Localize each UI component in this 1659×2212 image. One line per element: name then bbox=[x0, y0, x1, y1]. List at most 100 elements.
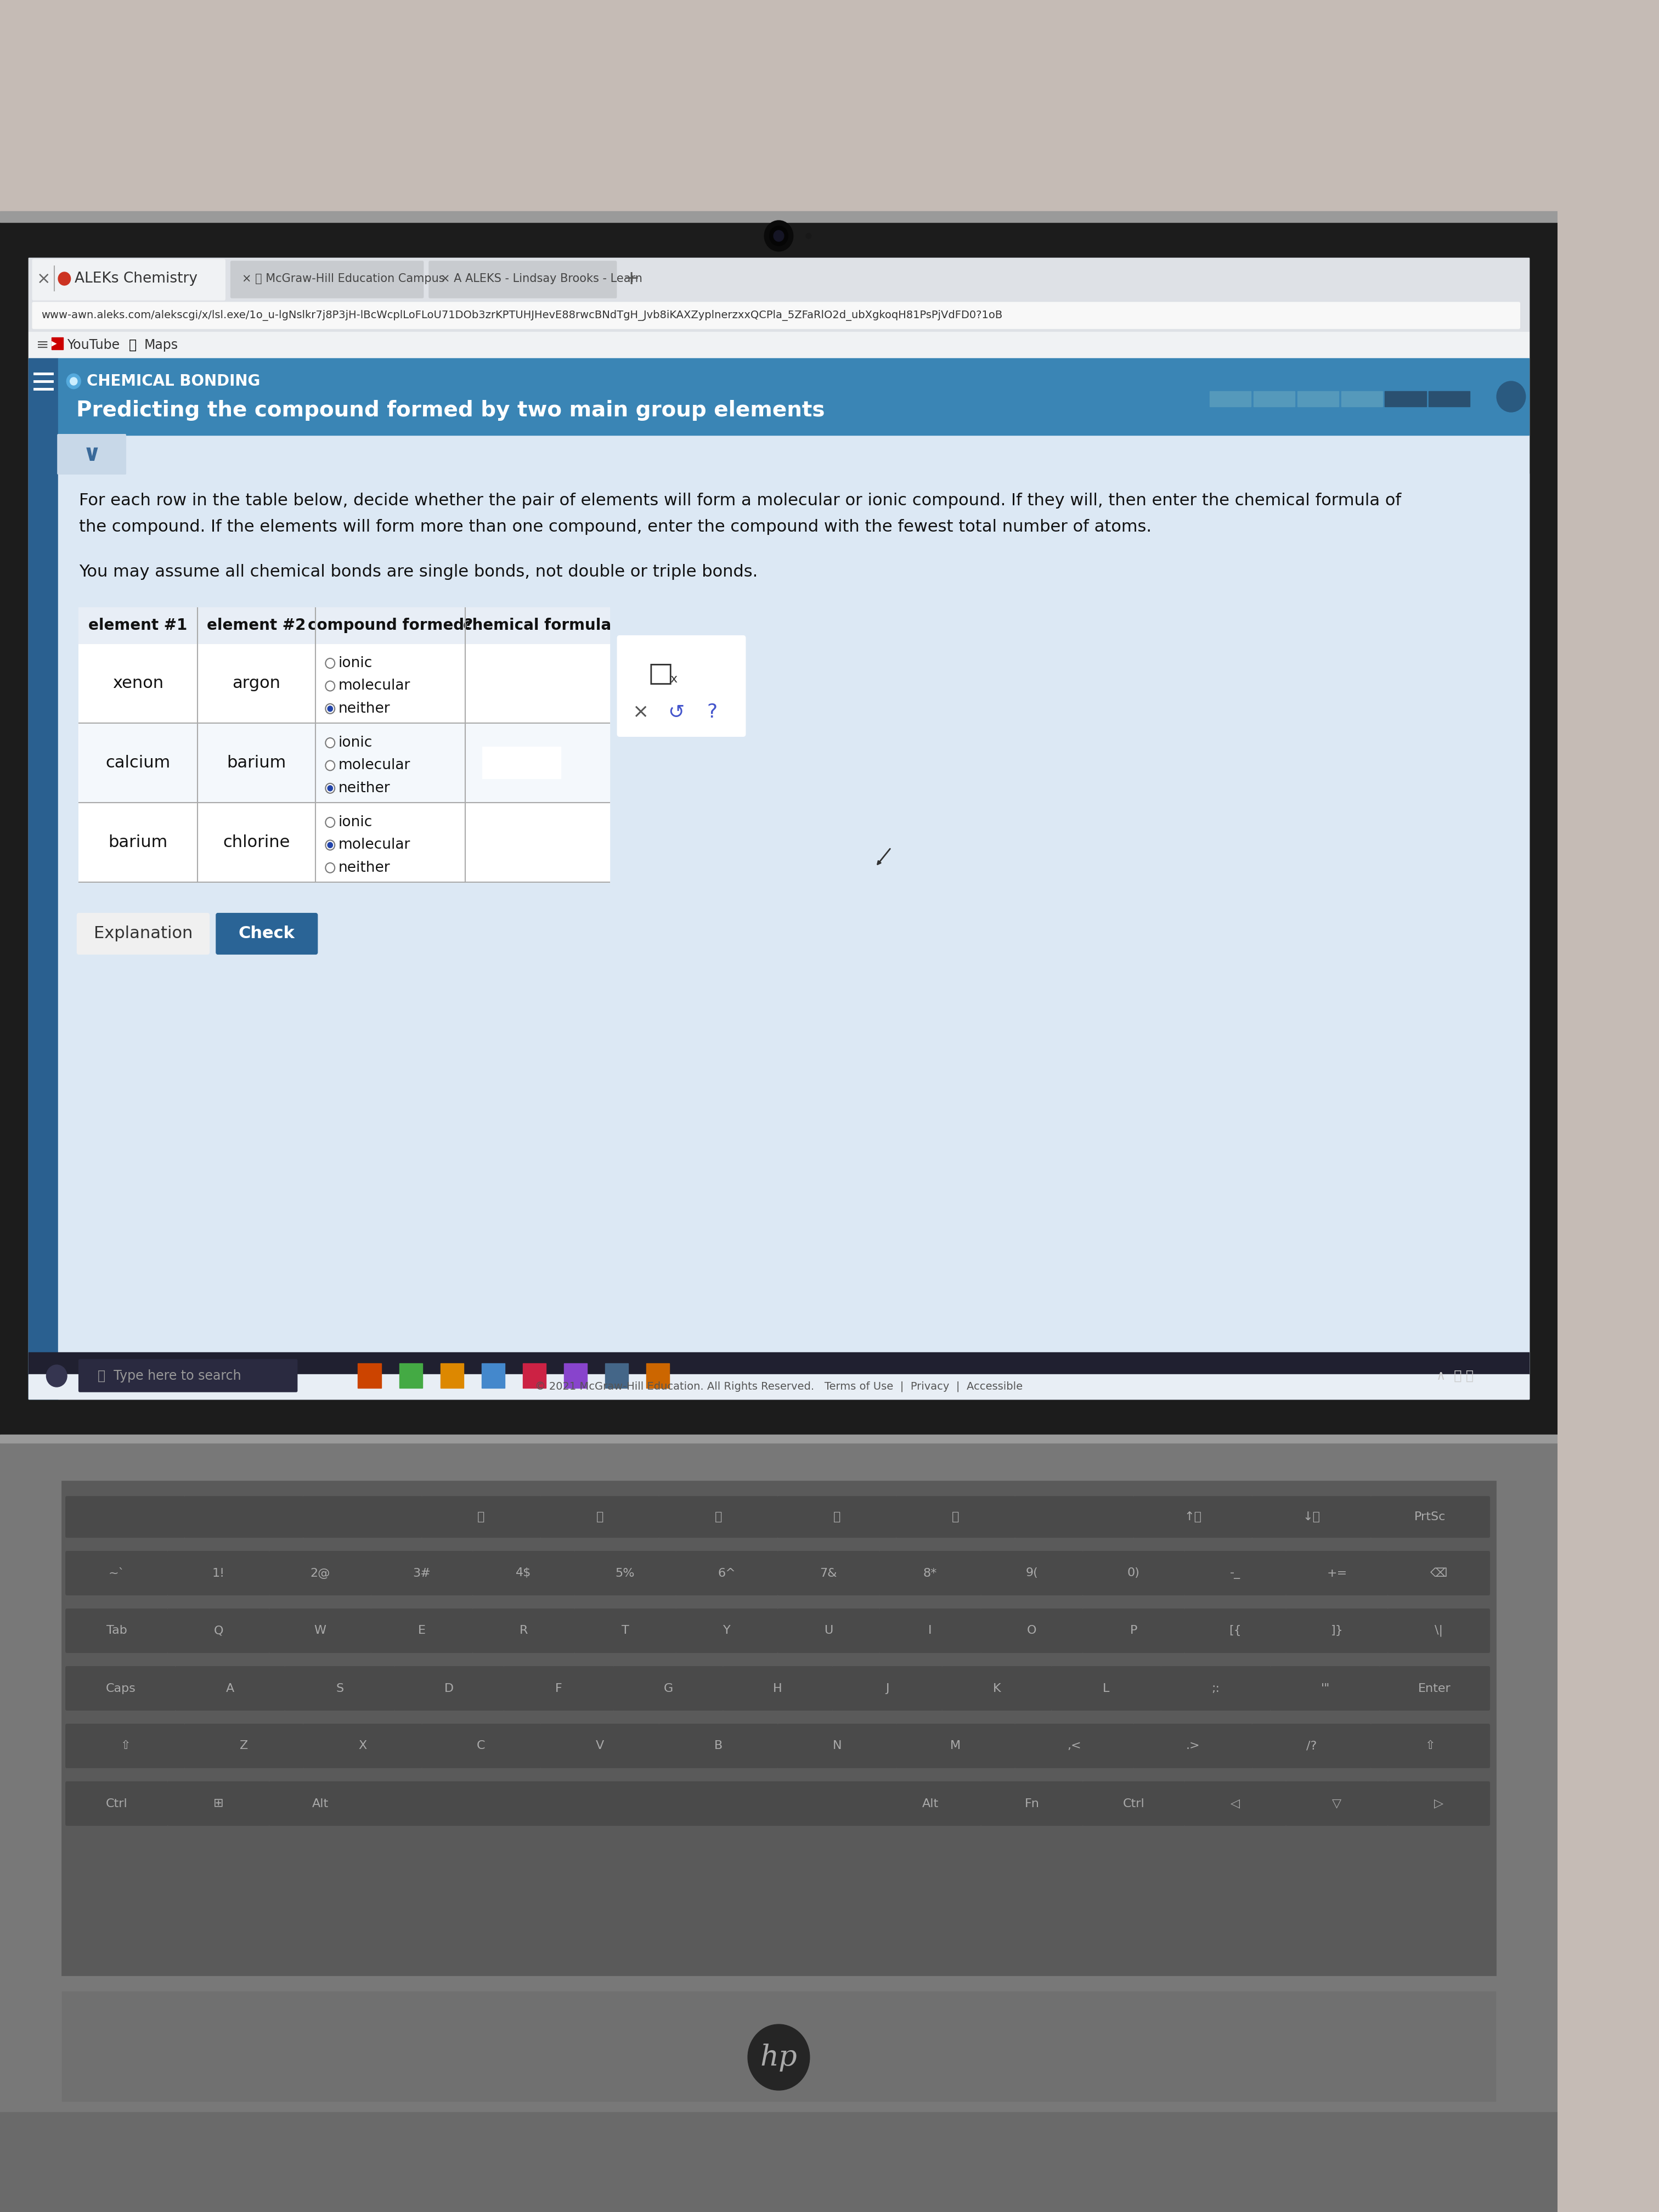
Bar bbox=[51, 338, 63, 349]
Bar bbox=[1385, 392, 1427, 407]
Bar bbox=[1254, 392, 1294, 407]
Bar bbox=[58, 473, 1530, 1398]
Text: xenon: xenon bbox=[113, 675, 164, 690]
FancyBboxPatch shape bbox=[980, 1608, 1083, 1652]
FancyBboxPatch shape bbox=[1370, 1498, 1490, 1537]
FancyBboxPatch shape bbox=[1185, 1783, 1286, 1825]
Circle shape bbox=[325, 783, 335, 794]
Bar bbox=[28, 259, 1530, 299]
Text: ↺: ↺ bbox=[669, 703, 685, 721]
Text: ▽: ▽ bbox=[1332, 1798, 1342, 1809]
FancyBboxPatch shape bbox=[483, 668, 561, 699]
FancyBboxPatch shape bbox=[33, 259, 226, 301]
Text: J: J bbox=[886, 1683, 889, 1694]
FancyBboxPatch shape bbox=[430, 261, 617, 299]
Text: 🔇: 🔇 bbox=[715, 1511, 722, 1522]
FancyBboxPatch shape bbox=[78, 1360, 297, 1391]
Text: ⇧: ⇧ bbox=[119, 1741, 131, 1752]
FancyBboxPatch shape bbox=[778, 1498, 896, 1537]
Text: +=: += bbox=[1327, 1568, 1347, 1579]
FancyBboxPatch shape bbox=[1286, 1783, 1389, 1825]
Text: 0): 0) bbox=[1128, 1568, 1140, 1579]
FancyBboxPatch shape bbox=[168, 1783, 269, 1825]
Text: Explanation: Explanation bbox=[93, 927, 192, 942]
FancyBboxPatch shape bbox=[942, 1666, 1052, 1710]
Text: ionic: ionic bbox=[338, 657, 373, 670]
Circle shape bbox=[325, 739, 335, 748]
Text: Predicting the compound formed by two main group elements: Predicting the compound formed by two ma… bbox=[76, 400, 825, 420]
Text: ×: × bbox=[36, 270, 51, 288]
FancyBboxPatch shape bbox=[574, 1551, 675, 1595]
Bar bbox=[78, 608, 609, 883]
Bar bbox=[58, 358, 1530, 436]
Bar bbox=[400, 1363, 423, 1387]
Text: For each row in the table below, decide whether the pair of elements will form a: For each row in the table below, decide … bbox=[78, 493, 1400, 509]
FancyBboxPatch shape bbox=[675, 1551, 778, 1595]
FancyBboxPatch shape bbox=[896, 1725, 1015, 1767]
Text: O: O bbox=[1027, 1626, 1037, 1637]
Text: Check: Check bbox=[239, 927, 295, 942]
Text: element #1: element #1 bbox=[88, 617, 187, 633]
Bar bbox=[78, 723, 609, 803]
Text: M: M bbox=[951, 1741, 961, 1752]
Circle shape bbox=[66, 374, 80, 389]
FancyBboxPatch shape bbox=[614, 1666, 723, 1710]
FancyBboxPatch shape bbox=[1286, 1608, 1389, 1652]
FancyBboxPatch shape bbox=[372, 1551, 473, 1595]
Bar bbox=[1340, 392, 1382, 407]
Text: barium: barium bbox=[108, 834, 168, 849]
Text: Z: Z bbox=[239, 1741, 249, 1752]
Text: Maps: Maps bbox=[144, 338, 178, 352]
FancyBboxPatch shape bbox=[66, 1498, 184, 1537]
FancyBboxPatch shape bbox=[1370, 1725, 1490, 1767]
FancyBboxPatch shape bbox=[184, 1498, 304, 1537]
Text: 🔍  Type here to search: 🔍 Type here to search bbox=[98, 1369, 242, 1383]
FancyBboxPatch shape bbox=[1015, 1498, 1133, 1537]
Bar bbox=[78, 803, 609, 883]
Bar bbox=[358, 1363, 382, 1387]
Text: molecular: molecular bbox=[338, 679, 410, 692]
Bar bbox=[0, 1436, 1558, 1442]
Text: chemical formula: chemical formula bbox=[463, 617, 611, 633]
Bar bbox=[28, 1374, 1530, 1398]
Circle shape bbox=[773, 230, 783, 241]
Text: L: L bbox=[1103, 1683, 1110, 1694]
Text: P: P bbox=[1130, 1626, 1138, 1637]
Text: www-awn.aleks.com/alekscgi/x/lsl.exe/1o_u-lgNslkr7j8P3jH-lBcWcplLoFLoU71DOb3zrKP: www-awn.aleks.com/alekscgi/x/lsl.exe/1o_… bbox=[41, 310, 1002, 321]
Text: 🗺: 🗺 bbox=[129, 338, 136, 352]
Text: ~`: ~` bbox=[108, 1568, 124, 1579]
Text: ⏮: ⏮ bbox=[478, 1511, 484, 1522]
Text: ↑🔆: ↑🔆 bbox=[1185, 1511, 1201, 1522]
Text: [{: [{ bbox=[1229, 1626, 1241, 1637]
Text: D: D bbox=[445, 1683, 455, 1694]
Text: ⇧: ⇧ bbox=[1425, 1741, 1435, 1752]
FancyBboxPatch shape bbox=[304, 1498, 421, 1537]
FancyBboxPatch shape bbox=[66, 1608, 168, 1652]
Text: Ctrl: Ctrl bbox=[1123, 1798, 1145, 1809]
FancyBboxPatch shape bbox=[675, 1783, 778, 1825]
Text: V: V bbox=[596, 1741, 604, 1752]
Bar bbox=[28, 436, 58, 1398]
FancyBboxPatch shape bbox=[1380, 1666, 1490, 1710]
Text: YouTube: YouTube bbox=[66, 338, 119, 352]
FancyBboxPatch shape bbox=[395, 1666, 504, 1710]
Circle shape bbox=[327, 706, 333, 712]
Bar bbox=[28, 1352, 1530, 1398]
Text: Q: Q bbox=[214, 1626, 224, 1637]
Text: ionic: ionic bbox=[338, 737, 373, 750]
FancyBboxPatch shape bbox=[66, 1725, 184, 1767]
Text: ▶: ▶ bbox=[51, 341, 56, 347]
FancyBboxPatch shape bbox=[574, 1608, 675, 1652]
Text: ?: ? bbox=[707, 703, 718, 721]
Text: Ctrl: Ctrl bbox=[106, 1798, 128, 1809]
FancyBboxPatch shape bbox=[269, 1608, 372, 1652]
Text: ⊞: ⊞ bbox=[214, 1798, 224, 1809]
Text: © 2021 McGraw-Hill Education. All Rights Reserved.   Terms of Use  |  Privacy  |: © 2021 McGraw-Hill Education. All Rights… bbox=[534, 1380, 1022, 1391]
FancyBboxPatch shape bbox=[675, 1608, 778, 1652]
FancyBboxPatch shape bbox=[473, 1608, 574, 1652]
FancyBboxPatch shape bbox=[778, 1551, 879, 1595]
FancyBboxPatch shape bbox=[282, 1783, 902, 1825]
FancyBboxPatch shape bbox=[1271, 1666, 1380, 1710]
Text: X: X bbox=[358, 1741, 367, 1752]
Text: Y: Y bbox=[723, 1626, 730, 1637]
